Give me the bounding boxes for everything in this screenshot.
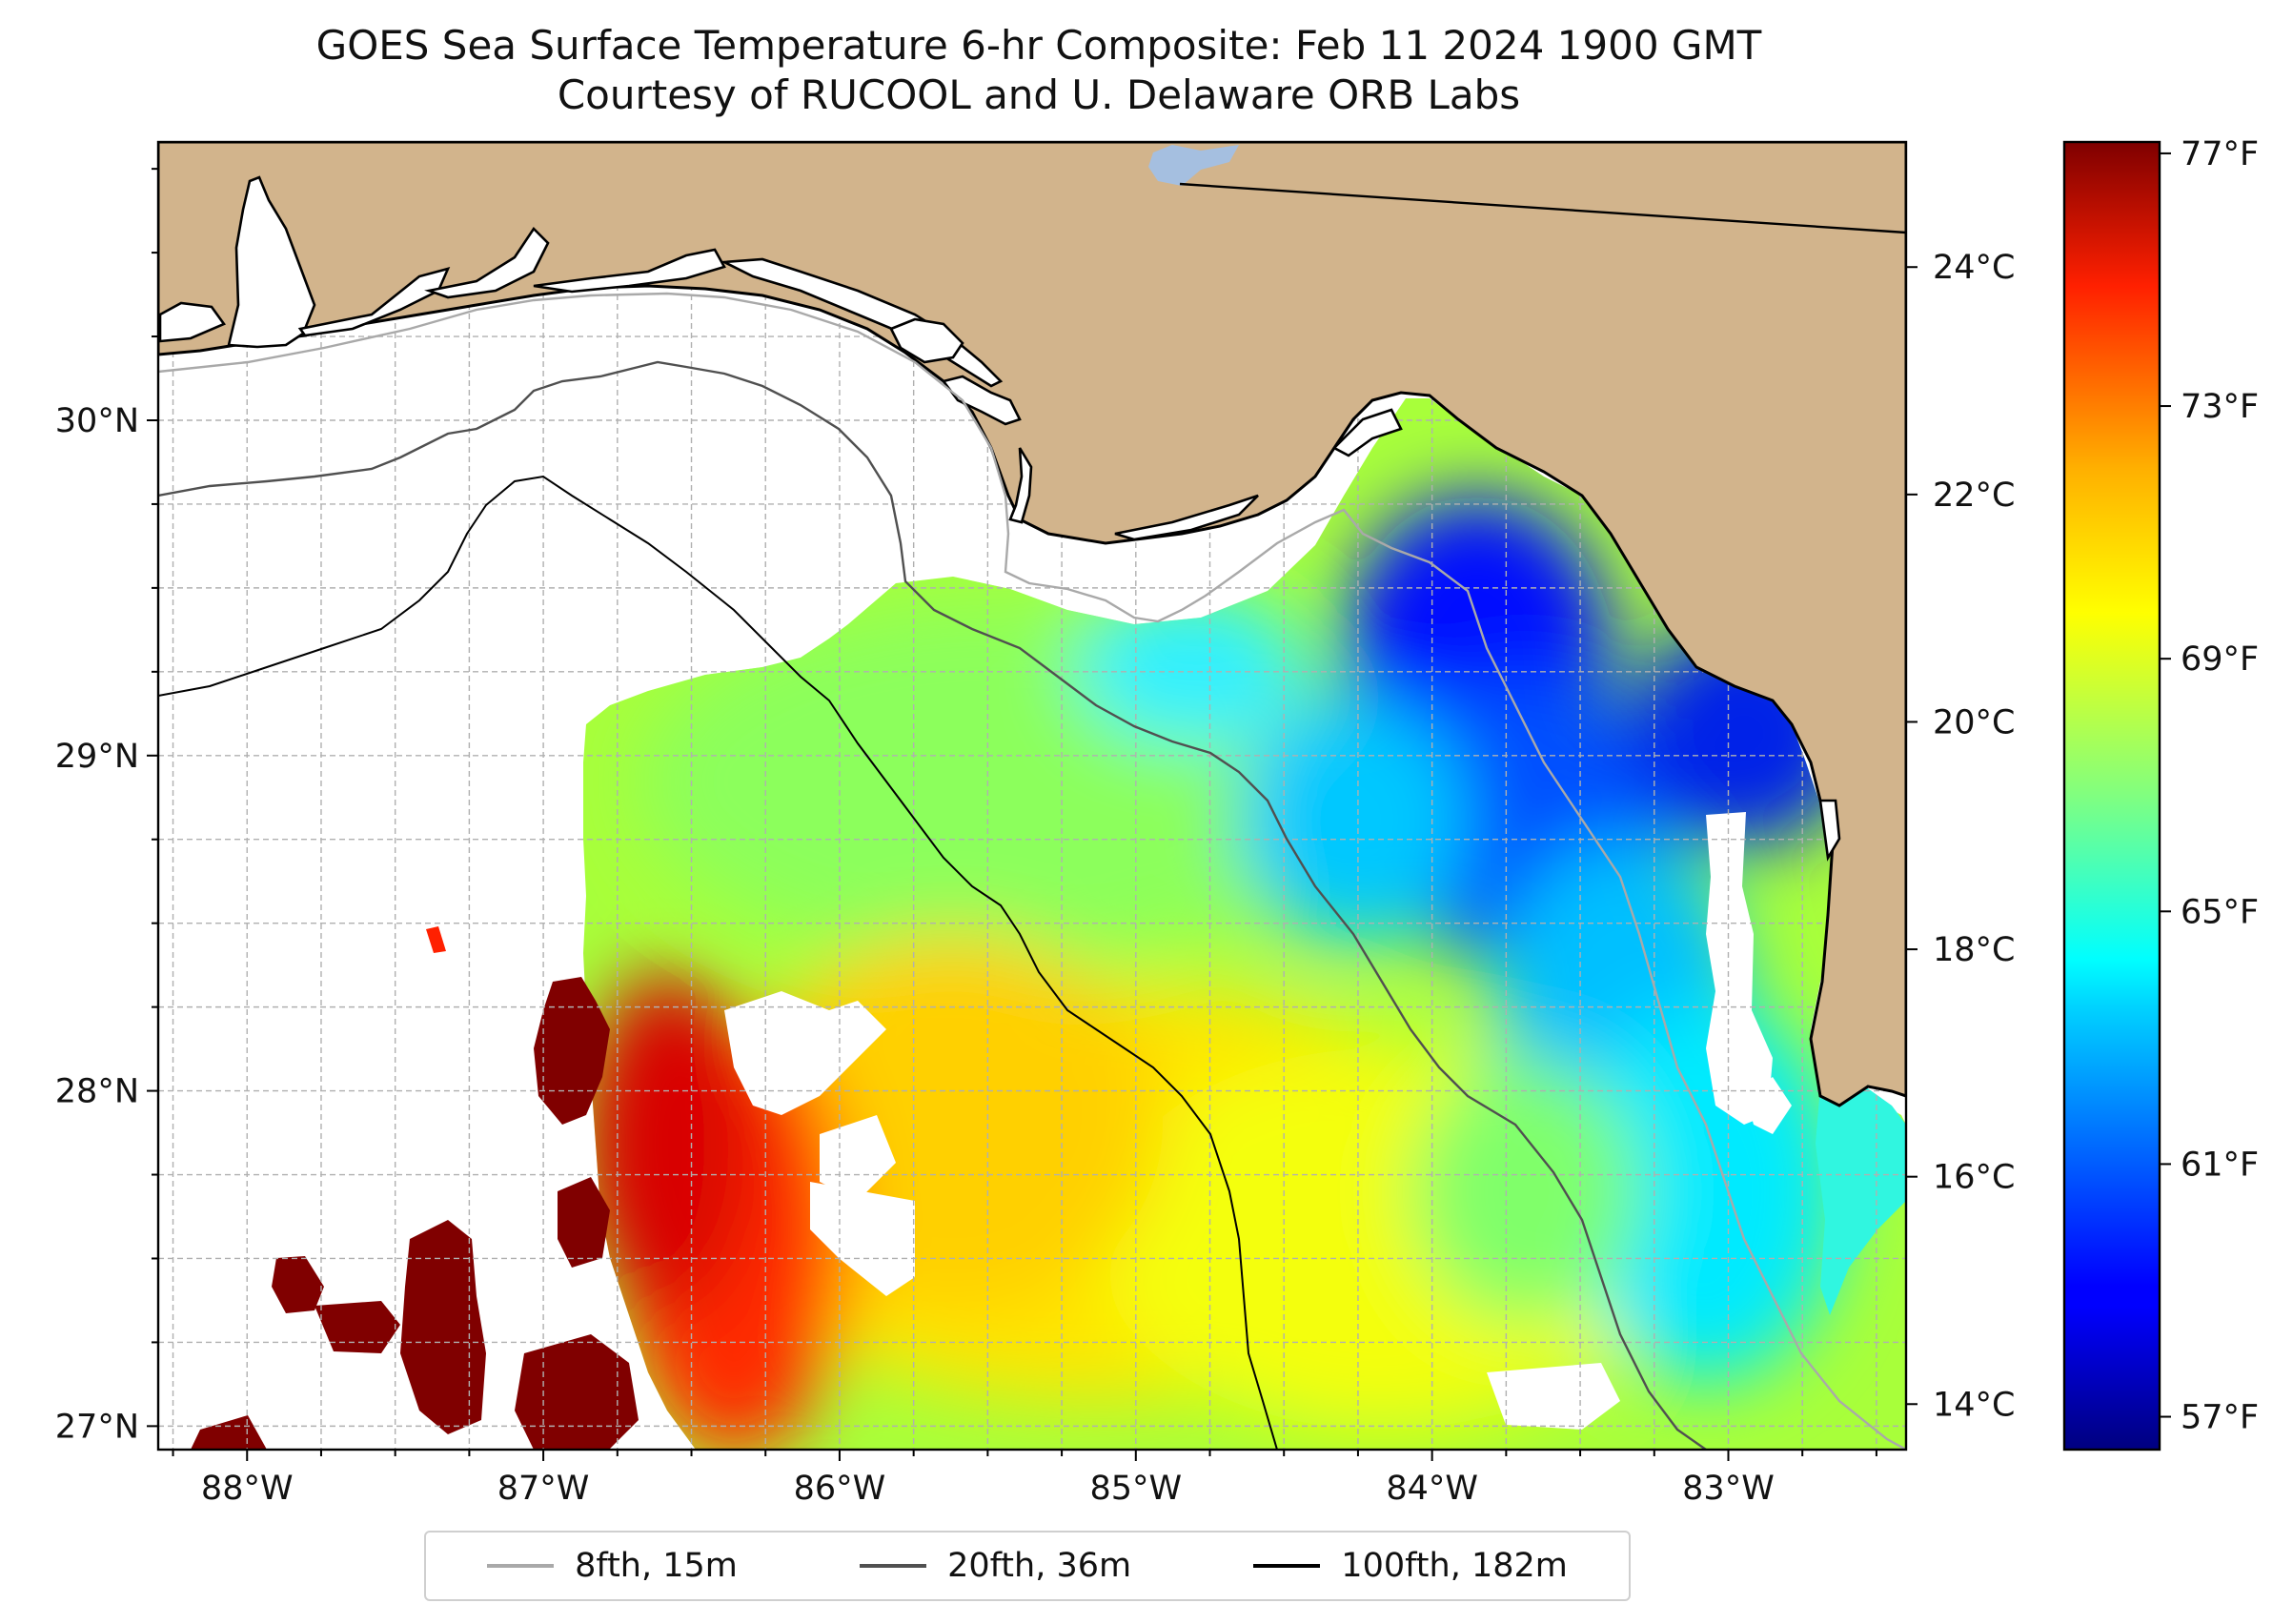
legend-swatch-8fth [487, 1564, 555, 1568]
lon-tick-label: 87°W [497, 1470, 590, 1508]
chart-title-block: GOES Sea Surface Temperature 6-hr Compos… [0, 21, 2078, 120]
lon-tick-label: 83°W [1682, 1470, 1775, 1508]
fahrenheit-tick-label: 61°F [2181, 1146, 2259, 1184]
legend-item-100fth: 100fth, 182m [1253, 1547, 1568, 1585]
longitude-axis: 88°W 87°W 86°W 85°W 84°W 83°W [172, 1450, 1877, 1508]
warm-patches [191, 926, 639, 1450]
celsius-tick-label: 24°C [1933, 249, 2015, 287]
celsius-tick-label: 20°C [1933, 703, 2015, 741]
fahrenheit-tick-label: 57°F [2181, 1399, 2259, 1437]
fahrenheit-tick-label: 65°F [2181, 893, 2259, 931]
legend-item-20fth: 20fth, 36m [860, 1547, 1131, 1585]
fahrenheit-tick-label: 73°F [2181, 388, 2259, 426]
lake [1148, 145, 1239, 186]
lat-tick-label: 29°N [55, 738, 139, 776]
legend-item-8fth: 8fth, 15m [487, 1547, 738, 1585]
fahrenheit-tick-label: 77°F [2181, 135, 2259, 173]
lat-tick-label: 28°N [55, 1073, 139, 1111]
lat-tick-label: 27°N [55, 1408, 139, 1446]
legend-label-100fth: 100fth, 182m [1341, 1547, 1568, 1585]
chart-title: GOES Sea Surface Temperature 6-hr Compos… [315, 22, 1762, 69]
land-area [158, 142, 1906, 1107]
data-gaps [724, 812, 1792, 1430]
lon-tick-label: 88°W [201, 1470, 294, 1508]
celsius-tick-label: 18°C [1933, 931, 2015, 969]
chart-subtitle: Courtesy of RUCOOL and U. Delaware ORB L… [557, 71, 1521, 118]
celsius-axis: 14°C 16°C 18°C 20°C 22°C 24°C [1906, 249, 2015, 1424]
state-boundary-line [1179, 182, 1906, 234]
legend-swatch-100fth [1253, 1564, 1321, 1568]
cyan-patch [1816, 1082, 1906, 1315]
isobath-legend: 8fth, 15m 20fth, 36m 100fth, 182m [424, 1531, 1631, 1601]
isobath-8fth [158, 292, 1906, 1450]
lon-tick-label: 86°W [794, 1470, 886, 1508]
lat-tick-label: 30°N [55, 402, 139, 440]
legend-label-8fth: 8fth, 15m [575, 1547, 738, 1585]
lon-tick-label: 85°W [1089, 1470, 1182, 1508]
coastal-bays [158, 175, 1841, 862]
isobath-20fth [158, 360, 1707, 1450]
colorbar [2062, 140, 2161, 1451]
fahrenheit-tick-label: 69°F [2181, 640, 2259, 679]
fahrenheit-axis: 57°F 61°F 65°F 69°F 73°F 77°F [2160, 135, 2259, 1437]
celsius-tick-label: 16°C [1933, 1159, 2015, 1197]
latitude-axis: 27°N 28°N 29°N 30°N [55, 168, 158, 1446]
plot-frame [156, 140, 1908, 1451]
legend-swatch-20fth [860, 1564, 927, 1568]
celsius-tick-label: 14°C [1933, 1386, 2015, 1424]
isobath-100fth [158, 475, 1278, 1450]
lon-tick-label: 84°W [1386, 1470, 1478, 1508]
celsius-tick-label: 22°C [1933, 477, 2015, 515]
legend-label-20fth: 20fth, 36m [947, 1547, 1132, 1585]
